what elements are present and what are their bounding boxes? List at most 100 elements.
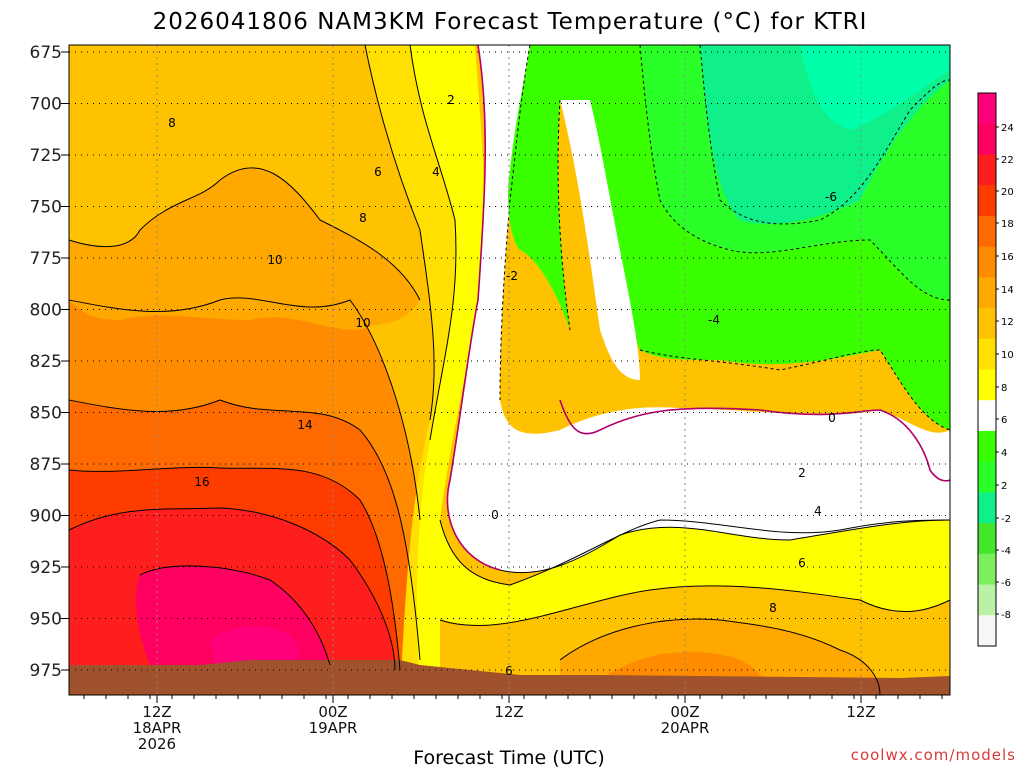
x-axis-title: Forecast Time (UTC) bbox=[413, 747, 604, 768]
contour-line bbox=[68, 507, 396, 671]
contour-label: 14 bbox=[297, 418, 312, 432]
contour-label: 6 bbox=[798, 556, 806, 570]
contour-label: 8 bbox=[359, 211, 367, 225]
colorbar-tick-label: 24 bbox=[1001, 123, 1014, 134]
contour-line bbox=[68, 167, 421, 301]
x-tick-label: 20APR bbox=[661, 719, 710, 737]
contour-line bbox=[439, 585, 951, 627]
contour-line bbox=[439, 519, 951, 586]
contour-label: -2 bbox=[506, 269, 518, 283]
colorbar-swatch bbox=[978, 215, 996, 248]
colorbar-tick-label: 2 bbox=[1001, 481, 1007, 492]
y-tick-label: 725 bbox=[30, 146, 62, 166]
contour-lines bbox=[68, 44, 951, 696]
colorbar-tick-label: 16 bbox=[1001, 252, 1014, 263]
contour-label: 0 bbox=[828, 411, 836, 425]
colorbar-tick-label: 10 bbox=[1001, 350, 1014, 361]
x-tick-label: 00Z bbox=[318, 703, 347, 721]
contour-label: 6 bbox=[505, 664, 513, 678]
zero-isotherm bbox=[446, 44, 951, 571]
colorbar-tick-label: -8 bbox=[1001, 610, 1011, 621]
y-tick-label: 900 bbox=[30, 507, 62, 527]
colorbar-swatch bbox=[978, 185, 996, 217]
contour-label: 8 bbox=[769, 601, 777, 615]
y-tick-label: 925 bbox=[30, 558, 62, 578]
colorbar-swatch bbox=[978, 246, 996, 278]
chart-title: 2026041806 NAM3KM Forecast Temperature (… bbox=[153, 9, 868, 35]
colorbar-tick-label: -2 bbox=[1001, 514, 1011, 525]
credit-text: coolwx.com/models bbox=[851, 746, 1016, 764]
y-tick-label: 700 bbox=[30, 95, 62, 115]
colorbar-tick-label: 18 bbox=[1001, 219, 1014, 230]
contour-labels: 8 6 2 4 8 10 10 14 16 -2 -4 -6 0 0 2 4 6 8 6 bbox=[168, 93, 837, 678]
colorbar-tick-label: 20 bbox=[1001, 187, 1014, 198]
contour-line bbox=[68, 466, 401, 671]
grid bbox=[69, 45, 950, 695]
x-tick-label: 12Z bbox=[142, 703, 171, 721]
white-sliver bbox=[560, 100, 640, 380]
x-tick-label: 12Z bbox=[494, 703, 523, 721]
contour-label: -4 bbox=[708, 313, 720, 327]
contour-line bbox=[68, 297, 421, 521]
band-white-0 bbox=[447, 45, 950, 573]
colorbar: 24 22 20 18 16 14 12 10 8 6 4 2 -2 -4 -6 -8 bbox=[977, 92, 1014, 647]
colorbar-tick-label: 6 bbox=[1001, 415, 1007, 426]
y-tick-label: 950 bbox=[30, 610, 62, 630]
y-tick-label: 875 bbox=[30, 455, 62, 475]
contour-label: 2 bbox=[798, 466, 806, 480]
colorbar-tick-label: 4 bbox=[1001, 448, 1007, 459]
colorbar-swatch bbox=[978, 400, 996, 432]
y-tick-label: 775 bbox=[30, 249, 62, 269]
colorbar-swatch bbox=[978, 523, 996, 555]
contour-label: 0 bbox=[491, 508, 499, 522]
colorbar-swatch bbox=[978, 492, 996, 524]
colorbar-tick-label: 12 bbox=[1001, 317, 1014, 328]
colorbar-tick-label: 14 bbox=[1001, 285, 1014, 296]
colorbar-swatch bbox=[978, 369, 996, 401]
colorbar-tick-label: 8 bbox=[1001, 383, 1007, 394]
contour-line bbox=[559, 618, 881, 696]
contour-label: 16 bbox=[194, 475, 209, 489]
band-warm-24 bbox=[210, 625, 300, 665]
contour-label: 8 bbox=[168, 116, 176, 130]
colorbar-swatch bbox=[978, 584, 996, 616]
y-tick-label: 850 bbox=[30, 404, 62, 424]
colorbar-swatch bbox=[978, 461, 996, 493]
colorbar-swatch bbox=[978, 93, 996, 125]
x-tick-label: 00Z bbox=[670, 703, 699, 721]
negative-contours bbox=[499, 44, 951, 431]
x-tick-label: 18APR bbox=[133, 719, 182, 737]
band-yellow-6 bbox=[365, 45, 475, 695]
colorbar-swatch bbox=[978, 308, 996, 340]
colorbar-swatch bbox=[978, 615, 996, 647]
colorbar-swatch bbox=[978, 277, 996, 309]
y-tick-label: 675 bbox=[30, 43, 62, 63]
colorbar-frame bbox=[977, 92, 997, 647]
x-tick-label: 12Z bbox=[846, 703, 875, 721]
contour-line bbox=[499, 44, 531, 401]
contour-label: 4 bbox=[814, 504, 822, 518]
contour-label: 6 bbox=[374, 165, 382, 179]
contour-line bbox=[364, 44, 435, 421]
y-tick-label: 825 bbox=[30, 352, 62, 372]
colorbar-tick-label: -6 bbox=[1001, 578, 1011, 589]
x-tick-label: 19APR bbox=[309, 719, 358, 737]
colorbar-swatch bbox=[978, 553, 996, 586]
y-tick-label: 800 bbox=[30, 301, 62, 321]
band-green-neg8 bbox=[800, 45, 950, 130]
contour-line bbox=[139, 565, 331, 666]
contour-line bbox=[557, 99, 571, 331]
contour-line bbox=[699, 44, 951, 225]
contour-label: 4 bbox=[432, 165, 440, 179]
contour-label: 10 bbox=[267, 253, 282, 267]
colorbar-swatch bbox=[978, 338, 996, 370]
plot-area: 8 6 2 4 8 10 10 14 16 -2 -4 -6 0 0 2 4 6 8 6 bbox=[68, 44, 951, 696]
colorbar-tick-label: -4 bbox=[1001, 546, 1011, 557]
colorbar-swatch bbox=[978, 430, 996, 463]
colorbar-swatch bbox=[978, 154, 996, 186]
y-axis: 675 700 725 750 775 800 825 850 875 900 925 950 975 bbox=[30, 43, 69, 681]
colorbar-tick-label: 22 bbox=[1001, 155, 1014, 166]
terrain bbox=[69, 660, 950, 695]
